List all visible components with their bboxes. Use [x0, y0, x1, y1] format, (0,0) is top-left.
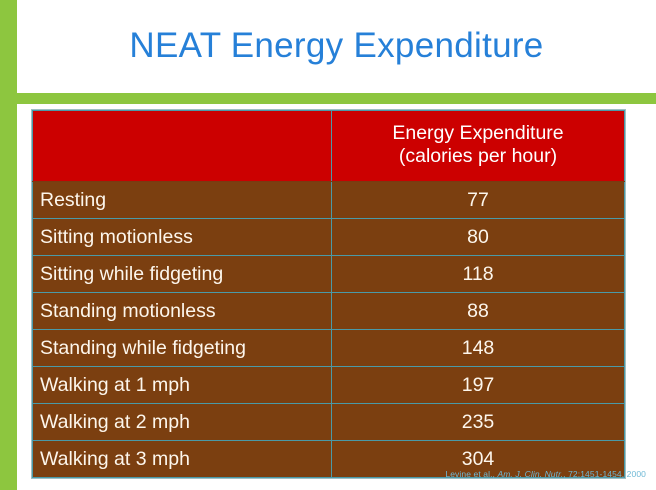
cell-calories: 197	[331, 366, 625, 404]
cell-calories: 148	[331, 329, 625, 367]
cell-calories: 118	[331, 255, 625, 293]
cell-activity: Walking at 3 mph	[32, 440, 332, 478]
cell-activity: Standing while fidgeting	[32, 329, 332, 367]
table-header-row: Energy Expenditure (calories per hour)	[32, 110, 625, 182]
table-row: Walking at 2 mph 235	[32, 403, 625, 441]
column-header-energy-expenditure: Energy Expenditure (calories per hour)	[331, 110, 625, 182]
energy-expenditure-table-wrapper: Energy Expenditure (calories per hour) R…	[32, 110, 625, 478]
cell-activity: Sitting motionless	[32, 218, 332, 256]
source-citation: Levine et al., Am. J. Clin. Nutr., 72:14…	[445, 469, 646, 479]
cell-activity: Sitting while fidgeting	[32, 255, 332, 293]
column-header-activity	[32, 110, 332, 182]
green-accent-bar-left	[0, 0, 17, 490]
table-row: Walking at 1 mph 197	[32, 366, 625, 404]
table-row: Standing while fidgeting 148	[32, 329, 625, 367]
page-title: NEAT Energy Expenditure	[129, 26, 544, 66]
cell-activity: Standing motionless	[32, 292, 332, 330]
cell-calories: 77	[331, 181, 625, 219]
column-header-line-2: (calories per hour)	[398, 145, 558, 167]
table-header: Energy Expenditure (calories per hour)	[32, 110, 625, 182]
table-body: Resting 77 Sitting motionless 80 Sitting…	[32, 181, 625, 478]
cell-activity: Resting	[32, 181, 332, 219]
column-header-line-1: Energy Expenditure	[392, 122, 564, 145]
cell-activity: Walking at 2 mph	[32, 403, 332, 441]
table-row: Standing motionless 88	[32, 292, 625, 330]
cell-calories: 235	[331, 403, 625, 441]
table-row: Resting 77	[32, 181, 625, 219]
cell-activity: Walking at 1 mph	[32, 366, 332, 404]
cell-calories: 80	[331, 218, 625, 256]
title-area: NEAT Energy Expenditure	[17, 0, 656, 93]
cell-calories: 88	[331, 292, 625, 330]
citation-journal: Am. J. Clin. Nutr.	[497, 469, 564, 479]
green-accent-bar-horizontal	[0, 93, 656, 104]
citation-details: , 72:1451-1454, 2000	[563, 469, 646, 479]
citation-authors: Levine et al.,	[445, 469, 498, 479]
table-row: Sitting while fidgeting 118	[32, 255, 625, 293]
table-row: Walking at 3 mph 304	[32, 440, 625, 478]
energy-expenditure-table: Energy Expenditure (calories per hour) R…	[32, 110, 625, 478]
table-row: Sitting motionless 80	[32, 218, 625, 256]
cell-calories: 304	[331, 440, 625, 478]
